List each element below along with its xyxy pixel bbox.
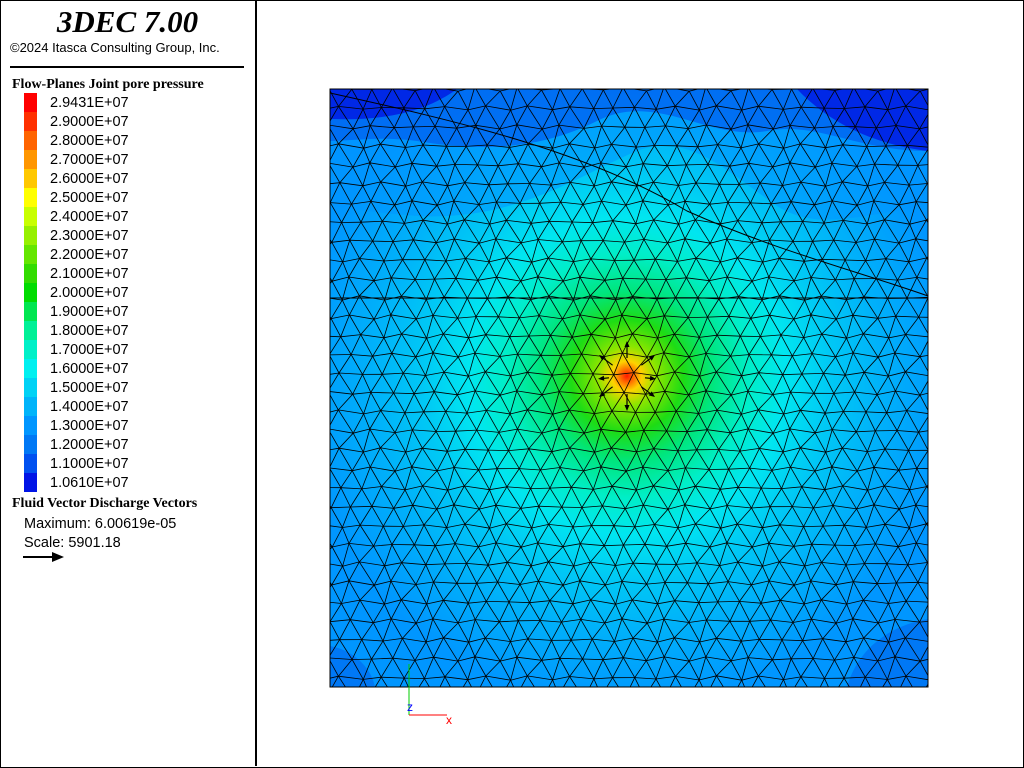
legend-swatch bbox=[24, 131, 37, 150]
legend-swatch bbox=[24, 378, 37, 397]
legend-value: 1.2000E+07 bbox=[50, 437, 129, 453]
vector-scale: Scale: 5901.18 bbox=[24, 535, 121, 551]
legend-value: 2.1000E+07 bbox=[50, 266, 129, 282]
legend-entry: 1.8000E+07 bbox=[24, 321, 224, 340]
legend-value: 2.7000E+07 bbox=[50, 152, 129, 168]
legend-swatch bbox=[24, 207, 37, 226]
discharge-vectors bbox=[598, 341, 656, 411]
axes-triad: x z bbox=[407, 664, 452, 727]
legend-swatch bbox=[24, 359, 37, 378]
legend-entry: 1.9000E+07 bbox=[24, 302, 224, 321]
discharge-vector-head bbox=[624, 405, 630, 411]
discharge-vector-head bbox=[598, 375, 605, 381]
legend-entry: 2.5000E+07 bbox=[24, 188, 224, 207]
legend-swatch bbox=[24, 473, 37, 492]
legend-entry: 1.0610E+07 bbox=[24, 473, 224, 492]
legend-value: 2.6000E+07 bbox=[50, 171, 129, 187]
legend-title: Flow-Planes Joint pore pressure bbox=[12, 77, 204, 92]
legend-value: 1.0610E+07 bbox=[50, 475, 129, 491]
legend-entry: 1.2000E+07 bbox=[24, 435, 224, 454]
legend-swatch bbox=[24, 454, 37, 473]
legend-entry: 1.3000E+07 bbox=[24, 416, 224, 435]
legend-swatch bbox=[24, 302, 37, 321]
legend-value: 2.8000E+07 bbox=[50, 133, 129, 149]
joint-mesh bbox=[330, 89, 928, 687]
legend-entry: 2.7000E+07 bbox=[24, 150, 224, 169]
model-boundary bbox=[329, 88, 929, 688]
pressure-band-top bbox=[330, 89, 928, 151]
legend-value: 2.4000E+07 bbox=[50, 209, 129, 225]
legend-swatch bbox=[24, 245, 37, 264]
legend-value: 2.3000E+07 bbox=[50, 228, 129, 244]
title-divider bbox=[10, 66, 244, 68]
legend-entry: 1.5000E+07 bbox=[24, 378, 224, 397]
discharge-vector-head bbox=[599, 355, 606, 361]
legend-entry: 2.9000E+07 bbox=[24, 112, 224, 131]
legend-swatch bbox=[24, 264, 37, 283]
legend-value: 1.9000E+07 bbox=[50, 304, 129, 320]
legend-value: 1.4000E+07 bbox=[50, 399, 129, 415]
legend-value: 1.3000E+07 bbox=[50, 418, 129, 434]
vector-scale-arrow-icon bbox=[23, 552, 64, 562]
legend-swatch bbox=[24, 340, 37, 359]
legend-value: 1.1000E+07 bbox=[50, 456, 129, 472]
legend-value: 2.9000E+07 bbox=[50, 114, 129, 130]
discharge-vector-head bbox=[599, 391, 606, 397]
legend-panel: 3DEC 7.00 ©2024 Itasca Consulting Group,… bbox=[0, 0, 257, 766]
legend-value: 1.6000E+07 bbox=[50, 361, 129, 377]
legend-entry: 2.4000E+07 bbox=[24, 207, 224, 226]
model-viewport[interactable]: x z bbox=[257, 1, 1023, 767]
legend-value: 1.7000E+07 bbox=[50, 342, 129, 358]
legend-swatch bbox=[24, 226, 37, 245]
copyright-text: ©2024 Itasca Consulting Group, Inc. bbox=[10, 40, 220, 55]
legend-value: 2.2000E+07 bbox=[50, 247, 129, 263]
legend-entry: 1.4000E+07 bbox=[24, 397, 224, 416]
axis-x-label: x bbox=[446, 713, 452, 727]
legend-swatch bbox=[24, 397, 37, 416]
discharge-vector-head bbox=[648, 355, 655, 361]
legend-entry: 2.2000E+07 bbox=[24, 245, 224, 264]
legend-swatch bbox=[24, 93, 37, 112]
legend-value: 1.8000E+07 bbox=[50, 323, 129, 339]
legend-entry: 1.6000E+07 bbox=[24, 359, 224, 378]
legend-entry: 2.6000E+07 bbox=[24, 169, 224, 188]
axis-z-label: z bbox=[407, 700, 413, 714]
legend-swatch bbox=[24, 169, 37, 188]
discharge-vector-head bbox=[649, 375, 656, 381]
discharge-vector-head bbox=[648, 391, 655, 397]
legend-entry: 2.1000E+07 bbox=[24, 264, 224, 283]
pressure-band-bottom-right bbox=[847, 619, 928, 687]
legend-swatch bbox=[24, 112, 37, 131]
pressure-low-zone-right bbox=[797, 89, 928, 151]
legend-swatch bbox=[24, 188, 37, 207]
legend-swatch bbox=[24, 283, 37, 302]
legend-swatch bbox=[24, 150, 37, 169]
app-title: 3DEC 7.00 bbox=[56, 4, 199, 39]
vector-maximum: Maximum: 6.00619e-05 bbox=[24, 516, 177, 532]
legend-entry: 2.0000E+07 bbox=[24, 283, 224, 302]
legend-value: 2.5000E+07 bbox=[50, 190, 129, 206]
legend-swatch bbox=[24, 435, 37, 454]
legend-entry: 2.9431E+07 bbox=[24, 93, 224, 112]
legend-entry: 2.8000E+07 bbox=[24, 131, 224, 150]
legend-value: 2.9431E+07 bbox=[50, 95, 129, 111]
legend-swatch bbox=[24, 321, 37, 340]
legend-entry: 2.3000E+07 bbox=[24, 226, 224, 245]
legend-entry: 1.7000E+07 bbox=[24, 340, 224, 359]
model-plot[interactable]: x z bbox=[257, 1, 1023, 767]
discharge-vector-head bbox=[624, 341, 630, 347]
legend-entry: 1.1000E+07 bbox=[24, 454, 224, 473]
legend-value: 1.5000E+07 bbox=[50, 380, 129, 396]
vector-legend-title: Fluid Vector Discharge Vectors bbox=[12, 496, 198, 511]
legend-value: 2.0000E+07 bbox=[50, 285, 129, 301]
legend-swatch bbox=[24, 416, 37, 435]
joint-plane-inclined bbox=[330, 92, 928, 297]
